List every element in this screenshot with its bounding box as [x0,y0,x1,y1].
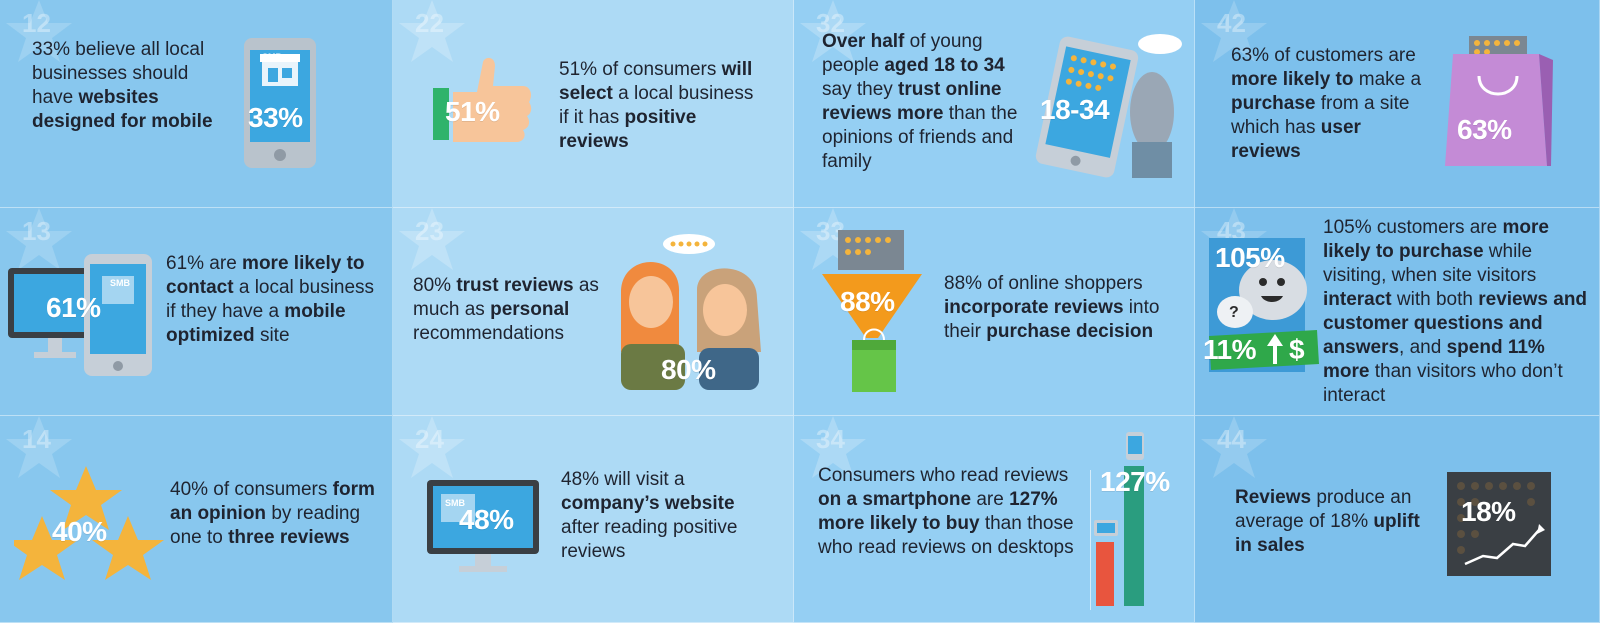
stat-number: 23 [415,216,444,246]
stat-percent: 33% [248,102,303,133]
stat-cell-23: 23 80% trust reviews as much as personal… [393,208,794,416]
star-watermark-icon [1201,416,1267,478]
stat-number: 44 [1217,424,1246,454]
star-watermark-icon [399,416,465,478]
stat-cell-33: 33 88% 88% of online shoppers incorporat… [794,208,1195,416]
stat-cell-42: 42 63% of customers are more likely to m… [1195,0,1600,208]
stars-icon [14,460,164,610]
stat-percent-secondary: 11% [1203,334,1257,365]
stat-cell-43: 43 ? 105% 11% $ 105% customers are more … [1195,208,1600,416]
stat-text: 88% of online shoppers incorporate revie… [944,273,1160,342]
monitor-icon [427,480,547,580]
stat-cell-44: 44 Reviews produce an average of 18% upl… [1195,416,1600,623]
stat-text: Consumers who read reviews on a smartpho… [818,465,1074,558]
stat-number: 14 [22,424,51,454]
stat-text: 40% of consumers form an opinion by read… [170,479,375,548]
stat-percent: 80% [661,354,716,385]
stat-percent: 18-34 [1040,94,1110,125]
stat-number: 13 [22,216,51,246]
stat-number: 32 [816,8,845,38]
stat-percent: 51% [445,96,500,127]
shopping-bag-icon [1443,34,1553,174]
star-watermark-icon [6,0,72,62]
dollar-sign: $ [1289,334,1305,365]
star-watermark-icon [800,416,866,478]
stat-cell-14: 14 40% 40% of consumers form an opinion … [0,416,393,623]
star-watermark-icon [6,208,72,270]
stat-percent: 88% [840,286,895,317]
stat-text: 63% of customers are more likely to make… [1231,45,1422,162]
bar-chart-icon [1090,430,1150,610]
stat-number: 12 [22,8,51,38]
star-watermark-icon [399,208,465,270]
stat-percent: 63% [1457,114,1512,145]
stat-cell-24: 24 SMB 48% 48% will visit a company’s we… [393,416,794,623]
store-sign: SMB [445,498,465,508]
stat-cell-22: 22 51% 51% of consumers will select a lo… [393,0,794,208]
smartphone-icon [244,38,316,168]
stat-cell-12: 12 33% believe all local businesses shou… [0,0,393,208]
stat-text: 61% are more likely to contact a local b… [166,253,375,346]
stat-number: 24 [415,424,444,454]
stat-text: 80% trust reviews as much as personal re… [413,275,599,344]
stat-cell-32: 32 Over half of young people aged 18 to … [794,0,1195,208]
stat-percent: 18% [1461,496,1516,527]
star-watermark-icon [1201,0,1267,62]
store-sign: SMB [262,52,282,62]
stat-percent: 61% [46,292,101,323]
stat-number: 42 [1217,8,1246,38]
star-watermark-icon [800,208,866,270]
growth-chart-icon [1447,472,1551,576]
stat-text: 51% of consumers will select a local bus… [559,59,754,152]
star-watermark-icon [6,416,72,478]
stat-number: 22 [415,8,444,38]
stat-text: 33% believe all local businesses should … [32,39,213,132]
star-watermark-icon [399,0,465,62]
chat-money-icon [1209,238,1319,378]
people-talking-icon [621,232,781,392]
stat-text: 105% customers are more likely to purcha… [1323,217,1588,406]
thumbs-up-icon [433,56,533,146]
arrow-up-icon [1267,334,1283,364]
stat-cell-34: 34 Consumers who read reviews on a smart… [794,416,1195,623]
stat-cell-13: 13 SMB 61% 61% are more likely to contac… [0,208,393,416]
stat-percent: 105% [1215,242,1285,273]
stat-text: 48% will visit a company’s website after… [561,469,738,562]
funnel-icon [822,228,932,398]
stat-percent: 127% [1100,466,1170,497]
stat-text: Over half of young people aged 18 to 34 … [822,31,1018,172]
stat-percent: 40% [52,516,107,547]
store-sign: SMB [110,278,130,288]
question-mark: ? [1229,304,1239,321]
stat-number: 34 [816,424,845,454]
devices-icon [8,254,158,384]
stat-percent: 48% [459,504,514,535]
stat-text: Reviews produce an average of 18% uplift… [1235,487,1420,556]
tablet-icon [1032,32,1182,182]
star-watermark-icon [800,0,866,62]
